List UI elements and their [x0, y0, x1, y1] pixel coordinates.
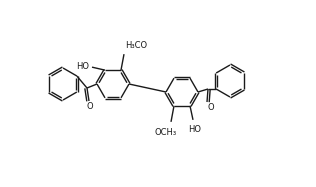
Text: OCH₃: OCH₃ [155, 128, 177, 137]
Text: HO: HO [189, 125, 202, 134]
Text: O: O [87, 102, 93, 111]
Text: HO: HO [76, 62, 89, 71]
Text: H₃CO: H₃CO [125, 41, 147, 50]
Text: O: O [208, 102, 214, 111]
